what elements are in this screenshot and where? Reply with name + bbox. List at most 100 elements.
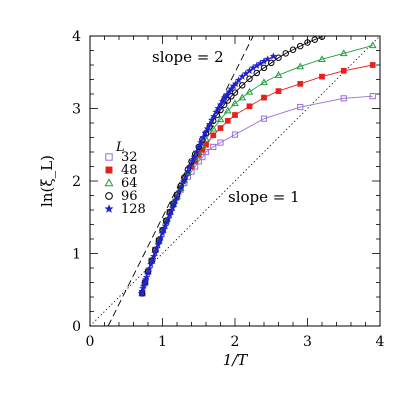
- x-tick-label: 1: [158, 334, 167, 350]
- x-tick-label: 2: [231, 334, 240, 350]
- point-L32: [340, 95, 347, 102]
- point-L128: [155, 237, 164, 245]
- point-L128: [212, 108, 221, 116]
- point-L32: [217, 139, 224, 146]
- point-L128: [160, 225, 168, 233]
- point-L128: [203, 124, 212, 133]
- point-L64: [223, 106, 232, 114]
- point-L32: [297, 103, 304, 111]
- point-L48: [319, 73, 325, 80]
- point-L128: [216, 100, 225, 109]
- point-L64: [216, 115, 225, 123]
- point-L96: [275, 54, 282, 61]
- point-L128: [186, 162, 194, 170]
- point-L128: [192, 147, 201, 156]
- legend-marker-64: [104, 178, 114, 187]
- point-L96: [260, 64, 268, 72]
- point-L48: [210, 132, 217, 139]
- legend-marker-128: [104, 204, 114, 213]
- point-L48: [217, 125, 224, 131]
- point-L48: [224, 117, 231, 124]
- point-L96: [268, 59, 275, 67]
- point-L96: [282, 50, 289, 57]
- point-L128: [144, 268, 152, 277]
- point-L32: [210, 143, 217, 151]
- legend-title: L: [115, 140, 125, 155]
- point-L128: [210, 112, 218, 120]
- point-L48: [261, 94, 267, 101]
- point-L128: [190, 152, 199, 161]
- y-tick-label: 1: [72, 247, 81, 263]
- point-L128: [165, 210, 174, 219]
- point-L64: [296, 62, 305, 70]
- legend-label-64: 64: [121, 176, 138, 191]
- y-tick-label: 0: [72, 319, 81, 335]
- point-L128: [188, 157, 197, 165]
- point-L64: [368, 41, 377, 49]
- legend-label-32: 32: [121, 150, 138, 165]
- point-L32: [231, 131, 239, 138]
- point-L32: [369, 93, 376, 100]
- point-L128: [194, 142, 203, 151]
- point-L96: [231, 89, 239, 96]
- series-line-64: [141, 44, 373, 294]
- point-L96: [289, 46, 297, 54]
- legend-label-128: 128: [121, 202, 146, 217]
- legend-marker-32: [105, 153, 113, 161]
- point-L64: [274, 71, 283, 78]
- point-L48: [246, 103, 253, 110]
- point-L128: [152, 244, 161, 252]
- point-L128: [148, 256, 157, 265]
- y-axis-label: ln(ξ_L): [38, 155, 56, 207]
- point-L64: [238, 93, 247, 101]
- point-L128: [181, 172, 190, 180]
- annotation-slope-2: slope = 2: [152, 48, 224, 66]
- point-L128: [161, 221, 170, 230]
- point-L128: [154, 240, 163, 249]
- axis-ticks: [89, 35, 381, 327]
- point-L48: [340, 67, 347, 74]
- point-L128: [234, 76, 243, 84]
- point-L128: [158, 229, 167, 237]
- point-L128: [231, 79, 240, 88]
- point-L96: [297, 42, 304, 50]
- x-axis-label: 1/T: [223, 351, 249, 369]
- point-L128: [142, 273, 151, 281]
- point-L128: [183, 167, 192, 175]
- point-L48: [369, 62, 376, 68]
- y-tick-label: 3: [72, 102, 81, 118]
- point-L32: [260, 115, 268, 122]
- point-L128: [201, 129, 210, 137]
- point-L128: [168, 203, 177, 212]
- point-L128: [145, 264, 154, 273]
- point-L96: [253, 69, 260, 77]
- point-L128: [269, 52, 278, 60]
- tick-labels: 0 1 2 3 4 0 1 2 3 4: [72, 29, 384, 350]
- point-L48: [275, 88, 282, 94]
- point-L128: [164, 214, 173, 223]
- point-L64: [339, 49, 348, 57]
- point-L128: [177, 182, 186, 191]
- point-L48: [232, 112, 238, 118]
- point-L64: [245, 87, 254, 95]
- point-L128: [263, 55, 272, 63]
- point-L128: [162, 218, 171, 226]
- point-L48: [297, 81, 304, 87]
- point-L64: [231, 99, 239, 107]
- point-L128: [147, 260, 155, 268]
- point-L128: [157, 233, 165, 241]
- point-L128: [207, 116, 216, 124]
- point-L128: [173, 193, 181, 201]
- legend-marker-96: [105, 192, 113, 200]
- series-line-128: [141, 55, 274, 294]
- point-L64: [260, 78, 268, 86]
- point-L128: [199, 133, 207, 141]
- annotation-slope-1: slope = 1: [228, 188, 300, 206]
- legend-marker-48: [105, 166, 113, 174]
- x-tick-label: 3: [303, 334, 312, 350]
- series-markers: [137, 36, 377, 297]
- point-L96: [311, 36, 318, 43]
- point-L128: [205, 120, 214, 128]
